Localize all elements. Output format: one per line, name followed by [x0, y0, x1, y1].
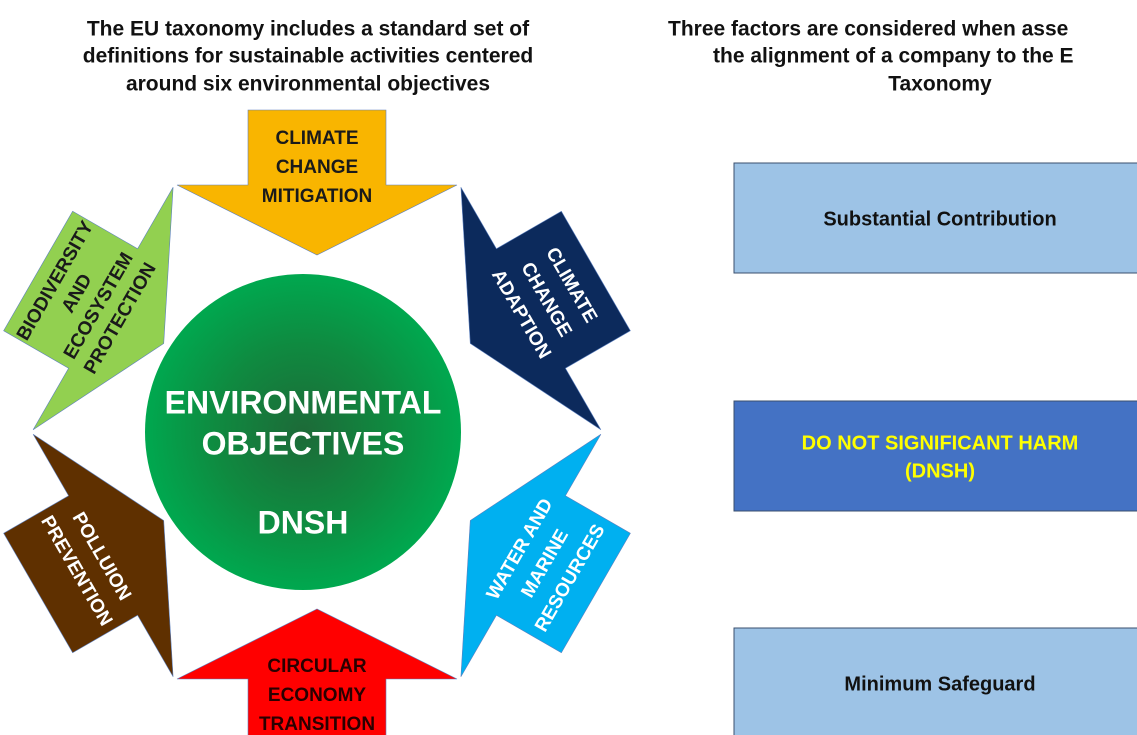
- arrow-label: CLIMATE CHANGE MITIGATION: [262, 128, 372, 207]
- right-title: the alignment of a company to the E: [713, 45, 1074, 68]
- objective-label: CIRCULAR: [267, 656, 366, 677]
- arrow-shape: [3, 187, 174, 430]
- objective-label: TRANSITION: [259, 714, 375, 735]
- arrow-shape: [176, 608, 458, 735]
- factor-box: [733, 162, 1137, 274]
- objective-label: ECONOMY: [268, 685, 367, 706]
- factor-box: [733, 400, 1137, 512]
- factor-label: (DNSH): [905, 460, 975, 482]
- center-circle: [145, 274, 461, 590]
- factor-label: DO NOT SIGNIFICANT HARM: [802, 432, 1079, 454]
- center-label: DNSH: [258, 504, 349, 540]
- arrow-shape: [3, 434, 174, 677]
- content: The EU taxonomy includes a standard set …: [83, 18, 1137, 735]
- objective-arrow: CLIMATE CHANGE MITIGATION: [176, 109, 458, 256]
- left-title: around six environmental objectives: [126, 73, 490, 96]
- objective-arrow: CIRCULAR ECONOMY TRANSITION: [176, 608, 458, 735]
- arrow-shape: [460, 187, 631, 430]
- objective-label: MITIGATION: [262, 186, 372, 207]
- arrow-shape: [460, 434, 631, 677]
- right-title: Three factors are considered when asse: [668, 18, 1068, 41]
- center-label: ENVIRONMENTAL: [165, 384, 442, 420]
- center-label: OBJECTIVES: [202, 425, 405, 461]
- left-title: The EU taxonomy includes a standard set …: [87, 18, 530, 41]
- right-title: Taxonomy: [888, 73, 992, 96]
- objective-label: CLIMATE: [275, 128, 358, 149]
- left-title: definitions for sustainable activities c…: [83, 45, 533, 68]
- objective-label: CHANGE: [276, 157, 358, 178]
- arrow-shape: [176, 109, 458, 256]
- factor-label: Minimum Safeguard: [844, 673, 1035, 695]
- arrow-label: CIRCULAR ECONOMY TRANSITION: [259, 656, 375, 735]
- factor-box: [733, 627, 1137, 735]
- factor-label: Substantial Contribution: [823, 208, 1056, 230]
